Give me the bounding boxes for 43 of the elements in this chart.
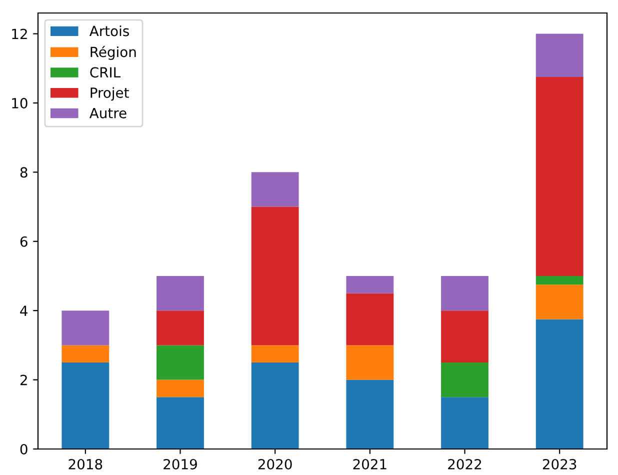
bar: [536, 34, 584, 78]
x-tick-label: 2020: [258, 458, 292, 470]
y-tick-label: 8: [20, 167, 28, 178]
bar: [536, 276, 584, 285]
bar: [536, 284, 584, 320]
bar: [536, 319, 584, 449]
y-tick-label: 2: [20, 374, 27, 386]
y-tick-label: 10: [12, 98, 28, 108]
y-tick-label: 6: [20, 236, 28, 247]
y-tick-label: 0: [20, 444, 28, 454]
bar: [346, 276, 394, 294]
bar: [441, 397, 488, 449]
bar: [251, 206, 299, 346]
bar: [156, 345, 204, 380]
bar: [346, 293, 394, 346]
bar: [346, 345, 394, 380]
bar: [251, 172, 299, 207]
bar: [62, 345, 110, 362]
bar: [62, 362, 110, 449]
legend-label: CRIL: [90, 67, 120, 78]
x-tick-label: 2021: [353, 458, 386, 470]
bar: [156, 310, 204, 346]
legend-label: Autre: [89, 108, 126, 118]
bar: [251, 362, 299, 449]
bar: [156, 380, 204, 398]
bar: [156, 276, 204, 311]
bar: [441, 362, 488, 398]
x-tick-label: 2019: [164, 458, 197, 470]
bar: [62, 310, 110, 346]
y-tick-label: 4: [20, 306, 28, 316]
bar: [536, 77, 584, 276]
legend-label: Région: [90, 46, 136, 60]
x-tick-label: 2023: [542, 458, 576, 470]
bar: [441, 276, 488, 311]
x-tick-label: 2018: [68, 458, 102, 470]
legend-label: Projet: [90, 87, 129, 101]
bar: [251, 345, 299, 362]
bar: [156, 397, 204, 449]
y-tick-label: 12: [12, 28, 27, 40]
x-tick-label: 2022: [448, 458, 482, 470]
bar: [346, 380, 394, 449]
legend-label: Artois: [89, 26, 129, 36]
bar: [441, 310, 488, 362]
